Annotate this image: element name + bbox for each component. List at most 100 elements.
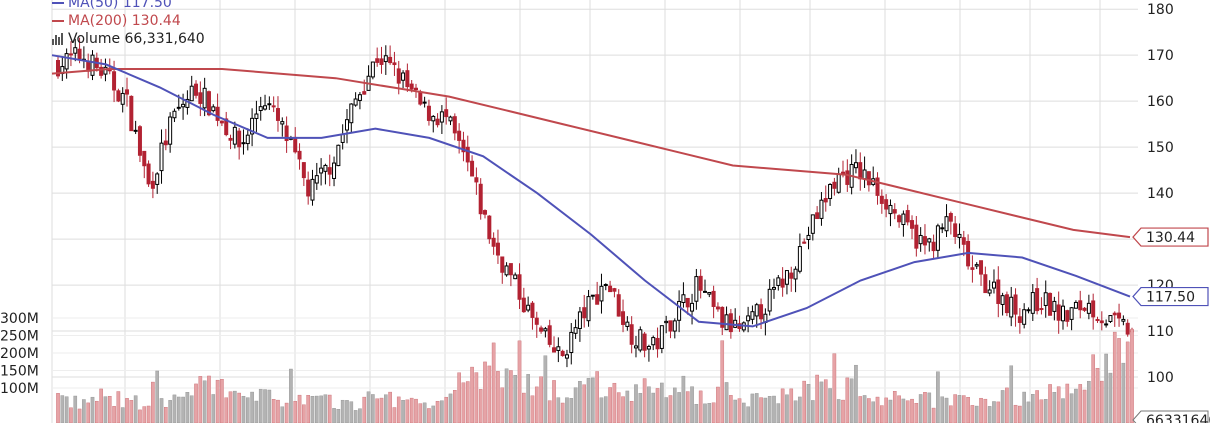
- volume-bar: [146, 405, 151, 424]
- volume-bar: [465, 381, 470, 424]
- legend-ma50: MA(50) 117.50: [52, 0, 205, 12]
- candle-body: [336, 144, 341, 167]
- volume-bar: [220, 378, 224, 424]
- volume-bar: [1095, 368, 1100, 424]
- candle-body: [478, 183, 483, 215]
- volume-bar: [353, 410, 358, 424]
- volume-bar: [1030, 394, 1035, 424]
- volume-bar: [107, 395, 112, 424]
- volume-bar: [552, 380, 556, 424]
- price-tick-label: 100: [1147, 370, 1174, 386]
- volume-bar: [957, 395, 962, 424]
- volume-bar: [651, 392, 656, 424]
- volume-bar: [720, 340, 725, 424]
- ma200-line: [51, 68, 1131, 239]
- ma50-line: [51, 54, 1131, 328]
- volume-bar: [422, 402, 427, 424]
- volume-bar: [60, 395, 65, 424]
- volume-bar: [849, 378, 854, 424]
- volume-bar: [750, 393, 755, 424]
- volume-bar: [1009, 365, 1014, 424]
- volume-bar: [228, 391, 233, 424]
- candle-body: [215, 106, 220, 121]
- volume-bar: [944, 397, 949, 424]
- candle-body: [271, 105, 276, 108]
- candle-body: [414, 87, 418, 91]
- candle-body: [1035, 288, 1040, 312]
- volume-bar: [599, 397, 604, 424]
- candle-body: [858, 162, 863, 180]
- candle-body: [508, 263, 513, 276]
- volume-bar: [172, 394, 177, 424]
- volume-bar: [358, 408, 362, 424]
- legend-ma200: MA(200) 130.44: [52, 12, 205, 30]
- candle-body: [543, 328, 548, 332]
- candle-body: [659, 325, 664, 349]
- candle-body: [90, 54, 95, 76]
- volume-bar: [198, 376, 203, 424]
- volume-tick-label: 150M: [0, 364, 39, 380]
- candle-body: [314, 175, 319, 184]
- volume-bar: [543, 355, 548, 424]
- volume-bar: [685, 391, 690, 424]
- volume-bar: [64, 396, 69, 424]
- candle-body: [194, 83, 199, 96]
- candle-body: [310, 178, 315, 201]
- legend-volume-label: Volume 66,331,640: [68, 31, 205, 47]
- volume-bar: [767, 396, 772, 424]
- candle-body: [1043, 292, 1048, 306]
- candle-body: [646, 345, 651, 350]
- candle-body: [491, 237, 496, 247]
- volume-bar: [526, 374, 530, 424]
- candle-body: [577, 311, 582, 329]
- candle-body: [595, 294, 600, 305]
- volume-bar: [99, 388, 103, 424]
- candle-body: [780, 278, 785, 288]
- volume-bar: [155, 370, 160, 424]
- candle-body: [120, 92, 125, 105]
- candle-body: [776, 277, 781, 286]
- volume-bar: [763, 397, 768, 424]
- volume-bar: [241, 395, 246, 424]
- candle-body: [267, 103, 272, 106]
- volume-bar: [681, 375, 686, 424]
- legend-ma50-label: MA(50) 117.50: [68, 0, 172, 11]
- candle-body: [806, 234, 811, 240]
- candle-body: [465, 146, 470, 163]
- candle-body: [142, 150, 147, 167]
- candle-body: [970, 267, 975, 270]
- volume-bar: [103, 396, 108, 424]
- candle-body: [150, 180, 155, 189]
- volume-bar: [733, 399, 737, 424]
- volume-bar: [444, 396, 448, 424]
- volume-bar: [211, 394, 216, 424]
- candle-body: [470, 160, 475, 177]
- ma200-swatch: [52, 20, 64, 22]
- volume-bar: [573, 387, 578, 424]
- volume-bar: [914, 403, 919, 424]
- volume-tick-label: 300M: [0, 311, 39, 327]
- candle-body: [56, 60, 60, 77]
- volume-bar: [95, 400, 99, 424]
- volume-bar: [250, 391, 254, 424]
- volume-bar: [340, 399, 345, 424]
- volume-bar: [457, 372, 461, 424]
- candle-body: [879, 195, 884, 204]
- volume-bar: [832, 353, 837, 424]
- candle-body: [819, 199, 824, 219]
- candle-body: [616, 294, 621, 317]
- candle-body: [991, 281, 996, 289]
- volume-bar: [754, 393, 759, 424]
- volume-bar: [1078, 384, 1083, 424]
- candle-body: [474, 177, 479, 183]
- volume-bar: [1013, 404, 1018, 424]
- candle-body: [129, 95, 134, 132]
- candle-body: [621, 311, 626, 325]
- candle-body: [241, 142, 246, 145]
- candle-body: [573, 327, 578, 334]
- candle-body: [172, 110, 177, 119]
- volume-bar: [823, 379, 828, 424]
- candle-body: [810, 214, 815, 234]
- volume-bar: [414, 398, 418, 424]
